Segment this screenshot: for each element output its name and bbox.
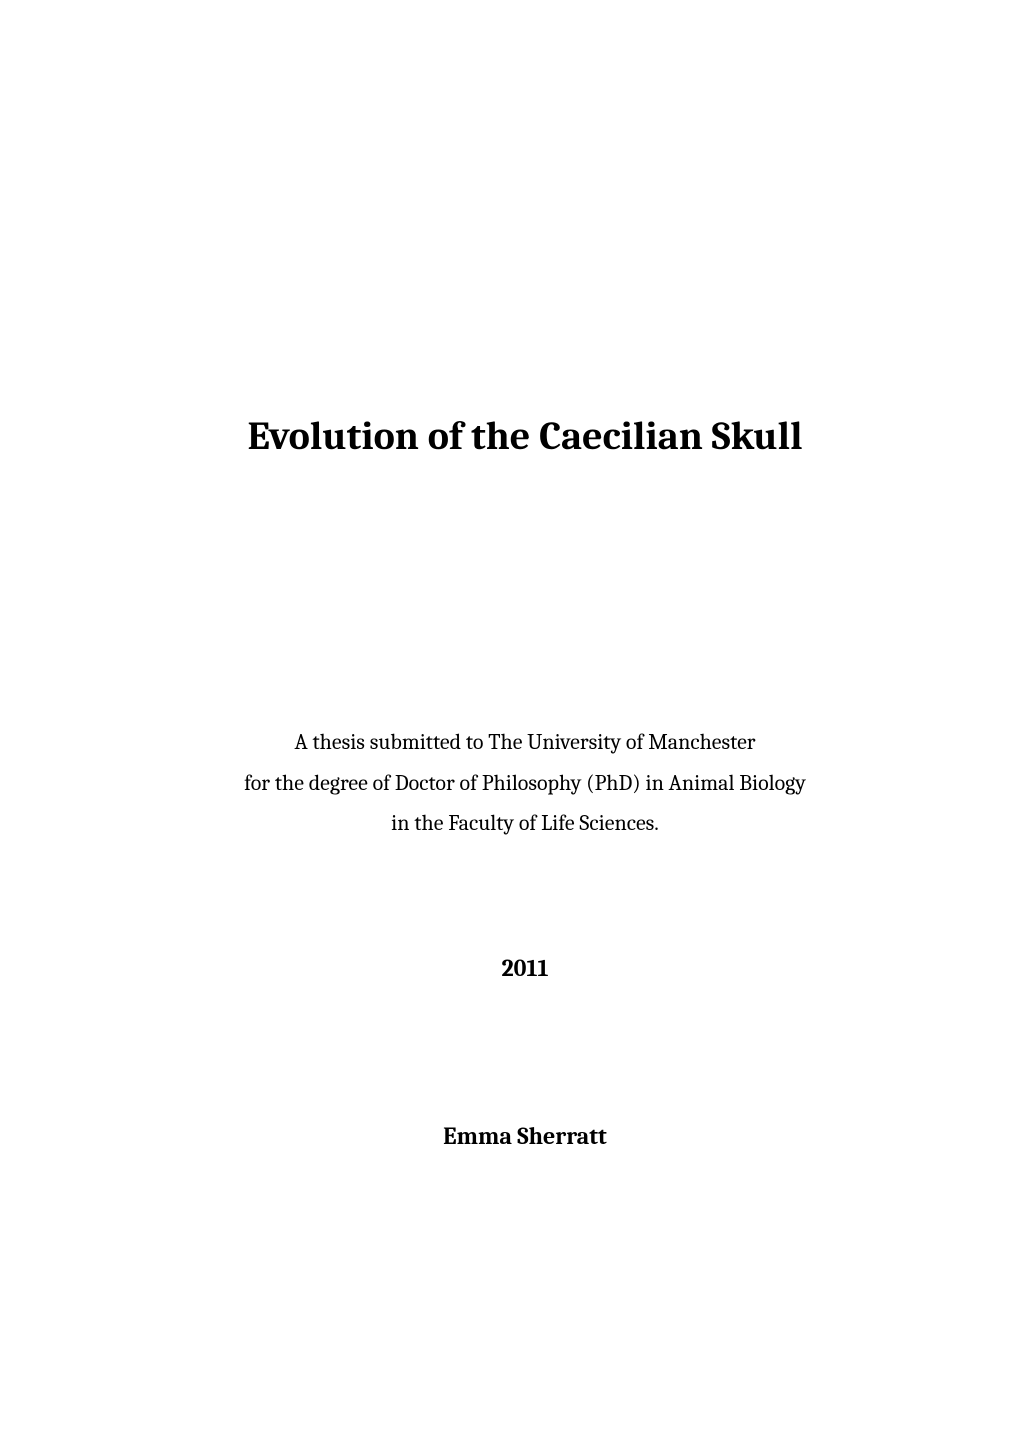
submission-line-3: in the Faculty of Life Sciences. bbox=[140, 803, 910, 844]
thesis-title: Evolution of the Caecilian Skull bbox=[140, 410, 910, 462]
submission-line-2: for the degree of Doctor of Philosophy (… bbox=[140, 763, 910, 804]
thesis-year: 2011 bbox=[140, 954, 910, 982]
thesis-author: Emma Sherratt bbox=[140, 1122, 910, 1150]
submission-statement: A thesis submitted to The University of … bbox=[140, 722, 910, 844]
submission-line-1: A thesis submitted to The University of … bbox=[140, 722, 910, 763]
title-page: Evolution of the Caecilian Skull A thesi… bbox=[0, 0, 1020, 1443]
